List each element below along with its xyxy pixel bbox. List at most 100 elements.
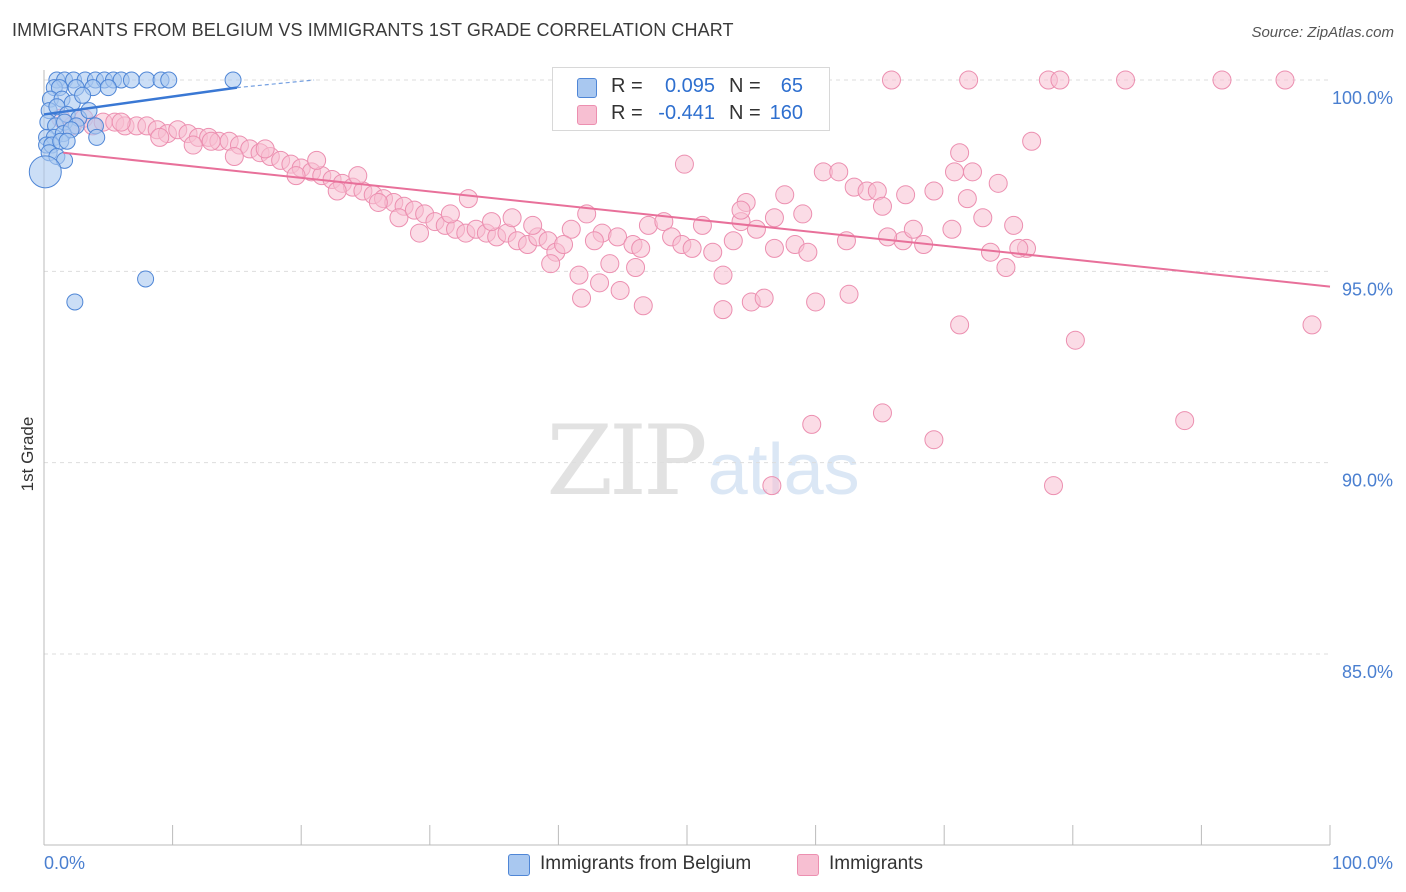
stats-legend: R = 0.095 N = 65 R = -0.441 N = 160 bbox=[552, 67, 830, 131]
immigrants-point bbox=[541, 254, 561, 274]
trend-lines bbox=[43, 79, 1331, 288]
stats-row-immigrants: R = -0.441 N = 160 bbox=[553, 101, 829, 127]
immigrants-point bbox=[1022, 131, 1042, 151]
immigrants-point bbox=[754, 288, 774, 308]
belgium-point bbox=[160, 71, 178, 89]
immigrants-point bbox=[1050, 70, 1070, 90]
immigrants-trend-line bbox=[63, 151, 1331, 288]
immigrants-point bbox=[872, 196, 892, 216]
immigrants-point bbox=[1004, 215, 1024, 235]
belgium-trend-line bbox=[43, 86, 238, 116]
immigrants-point bbox=[764, 208, 784, 228]
immigrants-point bbox=[674, 154, 694, 174]
immigrants-point bbox=[839, 284, 859, 304]
axes bbox=[43, 70, 1331, 846]
n-value: 160 bbox=[769, 102, 803, 124]
immigrants-point bbox=[307, 150, 327, 170]
immigrants-point bbox=[950, 143, 970, 163]
r-label: R = bbox=[611, 102, 643, 124]
immigrants-point bbox=[1302, 315, 1322, 335]
immigrants-point bbox=[713, 265, 733, 285]
immigrants-point bbox=[682, 238, 702, 258]
immigrants-point bbox=[561, 219, 581, 239]
immigrants-point bbox=[440, 204, 460, 224]
r-value: 0.095 bbox=[664, 75, 715, 97]
r-label: R = bbox=[611, 75, 643, 97]
immigrants-point bbox=[996, 258, 1016, 278]
immigrants-point bbox=[872, 403, 892, 423]
immigrants-swatch bbox=[577, 105, 597, 125]
belgium-swatch bbox=[577, 78, 597, 98]
immigrants-point bbox=[1065, 330, 1085, 350]
immigrants-point bbox=[327, 181, 347, 201]
immigrants-point bbox=[944, 162, 964, 182]
series-legend: Immigrants from Belgium Immigrants bbox=[0, 852, 1406, 878]
immigrants-point bbox=[554, 235, 574, 255]
immigrants-point bbox=[368, 192, 388, 212]
chart-title: IMMIGRANTS FROM BELGIUM VS IMMIGRANTS 1S… bbox=[12, 20, 734, 40]
immigrants-point bbox=[633, 296, 653, 316]
immigrants-point bbox=[829, 162, 849, 182]
immigrants-point bbox=[410, 223, 430, 243]
immigrants-point bbox=[1275, 70, 1295, 90]
belgium-point bbox=[88, 128, 106, 146]
immigrants-point bbox=[600, 254, 620, 274]
immigrants-point bbox=[523, 215, 543, 235]
belgium-point bbox=[137, 270, 155, 288]
immigrants-point bbox=[224, 147, 244, 167]
immigrants-point bbox=[1175, 411, 1195, 431]
immigrants-legend-swatch bbox=[797, 854, 819, 876]
belgium-point bbox=[80, 102, 98, 120]
n-label: N = bbox=[729, 102, 761, 124]
immigrants-point bbox=[482, 212, 502, 232]
immigrants-point bbox=[626, 258, 646, 278]
immigrants-point bbox=[798, 242, 818, 262]
belgium-point bbox=[28, 155, 62, 189]
immigrants-point bbox=[183, 135, 203, 155]
belgium-point bbox=[58, 132, 76, 150]
immigrants-point bbox=[389, 208, 409, 228]
immigrants-point bbox=[502, 208, 522, 228]
immigrants-point bbox=[731, 200, 751, 220]
immigrants-point bbox=[590, 273, 610, 293]
immigrants-point bbox=[458, 189, 478, 209]
immigrants-point bbox=[806, 292, 826, 312]
belgium-legend-swatch bbox=[508, 854, 530, 876]
immigrants-point bbox=[959, 70, 979, 90]
immigrants-point bbox=[584, 231, 604, 251]
immigrants-point bbox=[896, 185, 916, 205]
immigrants-point bbox=[1044, 476, 1064, 496]
immigrants-point bbox=[802, 414, 822, 434]
belgium-point bbox=[74, 86, 92, 104]
immigrants-point bbox=[881, 70, 901, 90]
belgium-point bbox=[224, 71, 242, 89]
tick-labels: 100.0% 95.0% 90.0% 85.0% 0.0% 100.0% bbox=[44, 88, 1393, 873]
x-tick-label-max: 100.0% bbox=[1332, 853, 1393, 873]
stats-row-belgium: R = 0.095 N = 65 bbox=[553, 74, 829, 100]
immigrants-point bbox=[703, 242, 723, 262]
belgium-trend-extension bbox=[236, 79, 315, 89]
immigrants-point bbox=[608, 227, 628, 247]
immigrants-point bbox=[1212, 70, 1232, 90]
r-value: -0.441 bbox=[658, 102, 715, 124]
y-tick-label: 95.0% bbox=[1342, 279, 1393, 299]
immigrants-point bbox=[111, 112, 131, 132]
y-axis-label: 1st Grade bbox=[18, 417, 37, 492]
immigrants-point bbox=[723, 231, 743, 251]
n-value: 65 bbox=[780, 75, 803, 97]
immigrants-point bbox=[255, 139, 275, 159]
immigrants-point bbox=[942, 219, 962, 239]
belgium-point bbox=[122, 71, 140, 89]
immigrants-point bbox=[950, 315, 970, 335]
n-label: N = bbox=[729, 75, 761, 97]
immigrants-point bbox=[631, 238, 651, 258]
immigrants-point bbox=[572, 288, 592, 308]
immigrants-point bbox=[878, 227, 898, 247]
immigrants-point bbox=[1116, 70, 1136, 90]
immigrants-point bbox=[957, 189, 977, 209]
immigrants-point bbox=[903, 219, 923, 239]
immigrants-point bbox=[973, 208, 993, 228]
belgium-point bbox=[66, 293, 84, 311]
immigrants-point bbox=[924, 430, 944, 450]
